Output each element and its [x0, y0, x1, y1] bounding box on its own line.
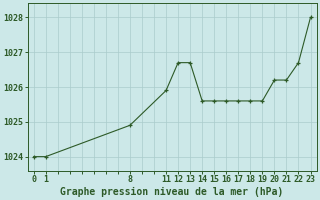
- X-axis label: Graphe pression niveau de la mer (hPa): Graphe pression niveau de la mer (hPa): [60, 186, 284, 197]
